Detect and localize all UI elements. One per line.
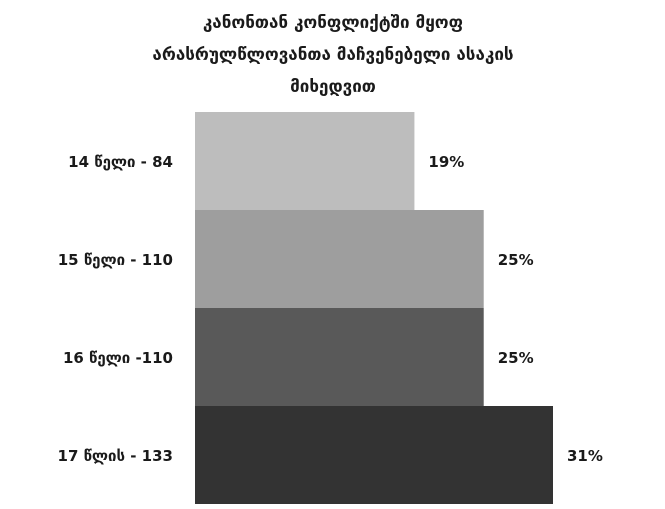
category-label-1: 14 წელი - 84 xyxy=(68,153,173,171)
category-label-3: 16 წელი -110 xyxy=(63,349,173,367)
chart-title: კანონთან კონფლიქტში მყოფ არასრულწლოვანთა… xyxy=(152,13,513,97)
chart-title-line-1: კანონთან კონფლიქტში მყოფ xyxy=(203,13,463,33)
bar-1 xyxy=(195,112,415,210)
bar-4 xyxy=(195,406,553,504)
category-label-2: 15 წელი - 110 xyxy=(58,251,173,269)
bar-2 xyxy=(195,210,484,308)
chart-title-line-2: არასრულწლოვანთა მაჩვენებელი ასაკის xyxy=(152,45,513,65)
category-label-4: 17 წლის - 133 xyxy=(58,447,173,465)
value-labels-group: 19% 25% 25% 31% xyxy=(428,153,602,465)
bars-group xyxy=(195,112,553,504)
category-labels-group: 14 წელი - 84 15 წელი - 110 16 წელი -110 17 … xyxy=(58,153,173,465)
value-label-2: 25% xyxy=(498,251,534,269)
chart-title-line-3: მიხედვით xyxy=(290,77,376,97)
value-label-3: 25% xyxy=(498,349,534,367)
bar-3 xyxy=(195,308,484,406)
value-label-1: 19% xyxy=(428,153,464,171)
value-label-4: 31% xyxy=(567,447,603,465)
